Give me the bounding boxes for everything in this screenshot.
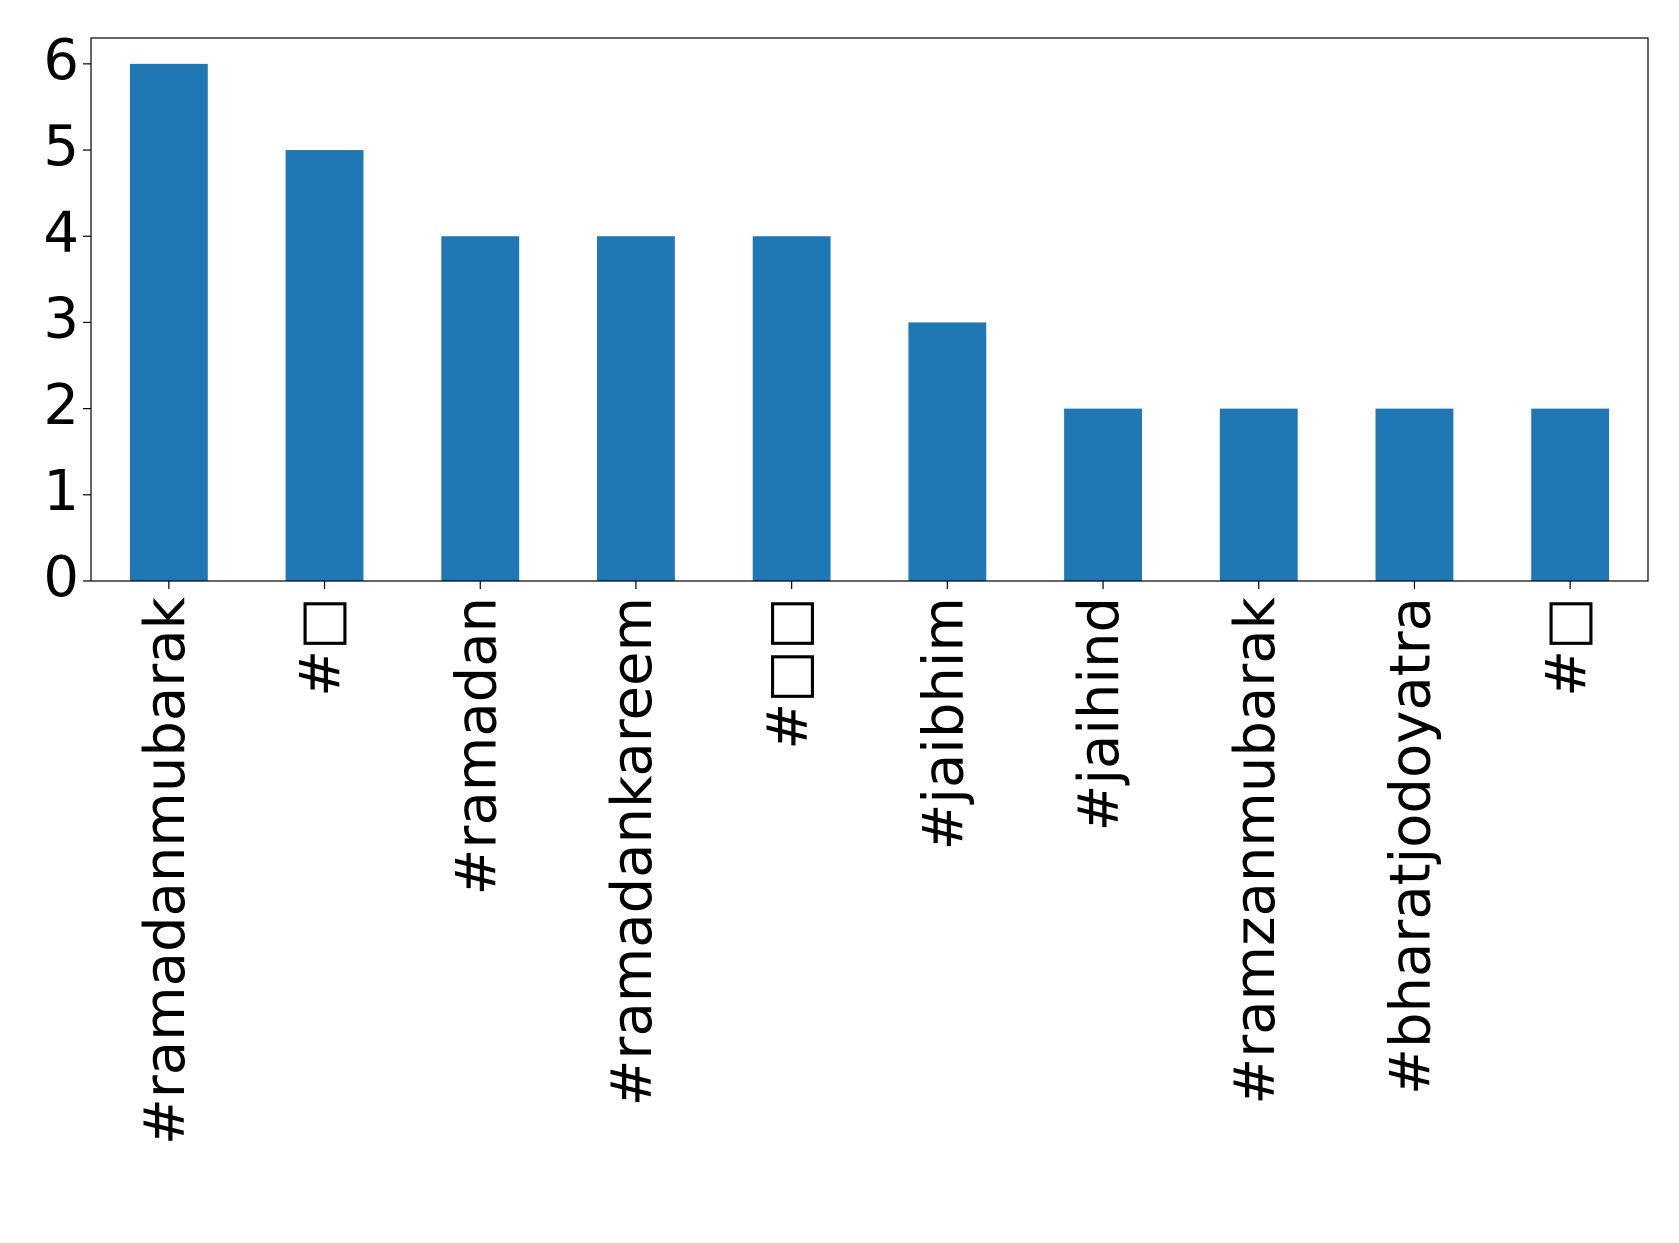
y-tick-label: 0 bbox=[43, 545, 79, 610]
bar bbox=[129, 63, 208, 582]
x-tick-label: #□ bbox=[1534, 597, 1599, 697]
x-tick-label: #jaibhim bbox=[911, 597, 976, 851]
x-tick-label: #ramadan bbox=[444, 597, 509, 895]
x-tick-label: #ramzanmubarak bbox=[1223, 596, 1288, 1104]
y-tick-label: 1 bbox=[43, 459, 79, 524]
y-tick-label: 3 bbox=[43, 287, 79, 352]
bar bbox=[1219, 408, 1298, 581]
x-tick-label: #□□ bbox=[756, 597, 821, 750]
x-tick-label: #□ bbox=[289, 597, 354, 697]
bar bbox=[441, 236, 520, 581]
bar bbox=[1531, 408, 1610, 581]
bar bbox=[908, 322, 987, 581]
bar bbox=[285, 150, 364, 582]
bar bbox=[1064, 408, 1142, 581]
x-tick-label: #jaihind bbox=[1067, 597, 1132, 831]
y-tick-label: 5 bbox=[43, 114, 79, 179]
bar bbox=[752, 236, 831, 581]
bar bbox=[597, 236, 675, 581]
y-tick-label: 6 bbox=[43, 28, 79, 93]
y-tick-label: 2 bbox=[43, 373, 79, 438]
x-tick-label: #ramadankareem bbox=[600, 597, 665, 1107]
x-tick-label: #ramadanmubarak bbox=[133, 596, 198, 1145]
x-tick-label: #bharatjodoyatra bbox=[1379, 597, 1444, 1095]
plot-frame bbox=[90, 37, 1649, 582]
y-tick-label: 4 bbox=[43, 200, 79, 265]
bar bbox=[1375, 408, 1454, 581]
